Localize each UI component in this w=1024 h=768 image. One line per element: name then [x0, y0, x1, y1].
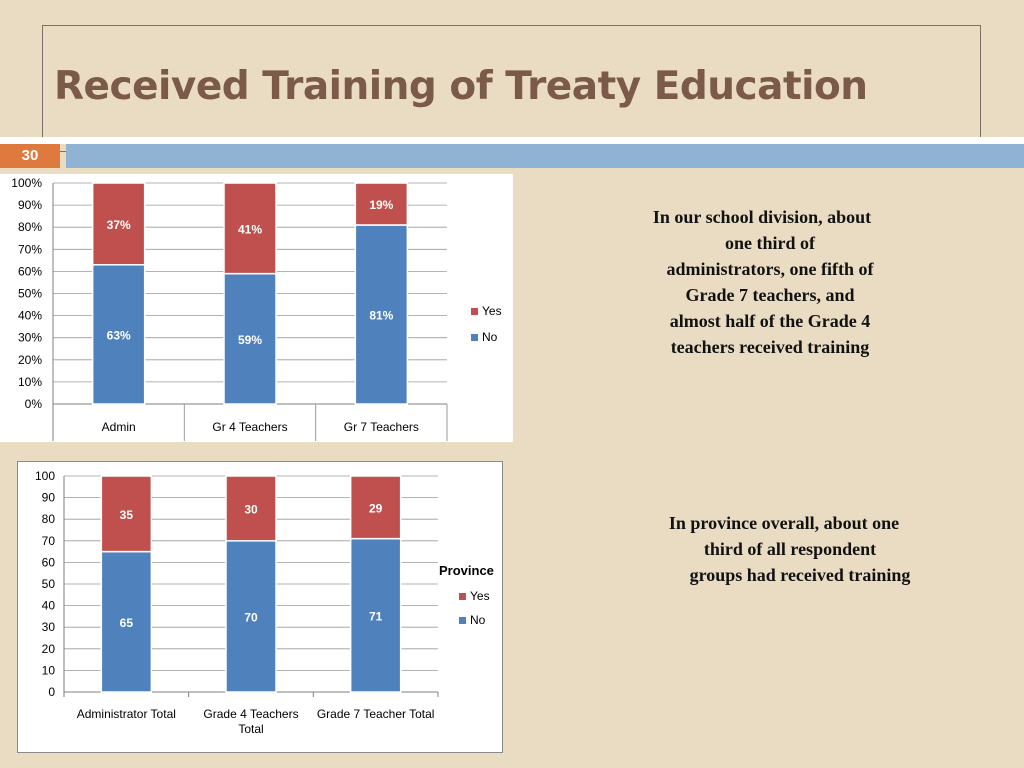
province-chart-x-tick-label: Administrator Total: [77, 707, 176, 721]
division-summary: In our school division, about one third …: [560, 204, 980, 360]
province-chart-data-label: 65: [120, 616, 134, 630]
header-band: [66, 144, 1024, 168]
division-chart-y-tick-label: 30%: [18, 331, 42, 345]
division-chart-y-tick-label: 70%: [18, 242, 42, 256]
province-chart-y-tick-label: 30: [42, 620, 56, 634]
province-chart-bar-yes: [349, 475, 402, 540]
division-chart-data-label: 81%: [369, 308, 393, 322]
header-divider: [0, 137, 1024, 144]
province-summary: In province overall, about one third of …: [580, 510, 1000, 588]
division-chart-y-tick-label: 100%: [11, 176, 42, 190]
division-chart-y-tick-label: 40%: [18, 309, 42, 323]
province-chart-x-tick-label: Total: [238, 722, 263, 736]
province-chart-y-tick-label: 50: [42, 577, 56, 591]
division-summary-line: In our school division, about: [652, 207, 872, 227]
division-chart-bar-no: [354, 224, 409, 405]
province-chart-y-tick-label: 90: [42, 491, 56, 505]
division-summary-line: almost half of the Grade 4: [669, 311, 871, 331]
province-chart-y-tick-label: 0: [48, 685, 55, 699]
division-chart-legend-swatch-no: [471, 334, 478, 341]
division-chart-legend-label: No: [482, 330, 498, 344]
province-chart-data-label: 35: [120, 508, 134, 522]
province-chart-y-tick-label: 80: [42, 512, 56, 526]
province-chart-x-tick-label: Grade 7 Teacher Total: [317, 707, 435, 721]
division-chart-bar-yes: [91, 182, 146, 266]
division-chart-data-label: 41%: [238, 222, 262, 236]
division-chart-y-tick-label: 60%: [18, 264, 42, 278]
province-summary-line: In province overall, about one: [668, 513, 900, 533]
division-chart-y-tick-label: 20%: [18, 353, 42, 367]
division-chart-y-tick-label: 50%: [18, 287, 42, 301]
division-chart-bar-yes: [354, 182, 409, 226]
province-chart-legend-swatch-no: [459, 617, 466, 624]
division-chart: 0% 10% 20% 30% 40% 50% 60% 70% 80% 90% 100% 63% 37% A…: [0, 174, 513, 442]
division-chart-legend-label: Yes: [482, 304, 502, 318]
division-chart-svg: 0% 10% 20% 30% 40% 50% 60% 70% 80% 90% 100% 63% 37% A…: [11, 176, 502, 441]
province-chart-bar-no: [225, 540, 277, 693]
province-chart-data-label: 70: [244, 610, 258, 624]
division-summary-line: Grade 7 teachers, and: [685, 285, 855, 305]
division-chart-bar-no: [223, 272, 277, 405]
province-chart-legend-swatch-yes: [459, 593, 466, 600]
province-chart-data-label: 30: [244, 502, 258, 516]
province-chart-y-tick-label: 10: [42, 663, 56, 677]
division-chart-x-tick-label: Gr 7 Teachers: [344, 420, 419, 434]
province-chart-y-tick-label: 40: [42, 599, 56, 613]
province-chart-y-tick-label: 70: [42, 534, 56, 548]
division-summary-line: administrators, one fifth of: [666, 259, 874, 279]
province-summary-line: third of all respondent: [703, 539, 877, 559]
division-chart-data-label: 63%: [107, 328, 131, 342]
province-chart-x-tick-label: Grade 4 Teachers: [203, 707, 298, 721]
province-chart-bar-yes: [100, 475, 153, 553]
division-chart-data-label: 37%: [107, 218, 131, 232]
province-chart-legend-title: Province: [439, 563, 494, 578]
slide-number: 30: [0, 144, 60, 168]
province-summary-line: groups had received training: [689, 565, 911, 585]
division-chart-x-tick-label: Gr 4 Teachers: [212, 420, 287, 434]
division-chart-y-tick-label: 90%: [18, 198, 42, 212]
division-chart-legend-swatch-yes: [471, 308, 478, 315]
division-chart-data-label: 59%: [238, 333, 262, 347]
province-chart-bar-no: [349, 537, 402, 693]
province-chart-y-tick-label: 60: [42, 555, 56, 569]
division-chart-y-tick-label: 0%: [25, 397, 43, 411]
division-chart-y-tick-label: 80%: [18, 220, 42, 234]
province-chart-data-label: 71: [369, 609, 383, 623]
province-chart-svg: 0 10 20 30 40 50 60 70 80 90 100 65 35 Administrator …: [35, 469, 494, 736]
province-chart-data-label: 29: [369, 501, 383, 515]
division-chart-bar-no: [91, 264, 146, 405]
province-chart-y-tick-label: 20: [42, 642, 56, 656]
division-summary-line: one third of: [725, 233, 815, 253]
division-chart-bar-yes: [223, 182, 277, 275]
division-chart-y-tick-label: 10%: [18, 375, 42, 389]
province-chart-bar-yes: [225, 475, 277, 542]
province-chart-y-tick-label: 100: [35, 469, 55, 483]
division-summary-line: teachers received training: [670, 337, 870, 357]
province-chart: 0 10 20 30 40 50 60 70 80 90 100 65 35 Administrator …: [17, 461, 503, 753]
slide-title: Received Training of Treaty Education: [54, 64, 868, 109]
division-chart-data-label: 19%: [369, 198, 393, 212]
province-chart-legend-label: No: [470, 613, 486, 627]
province-chart-legend-label: Yes: [470, 589, 490, 603]
division-chart-x-tick-label: Admin: [102, 420, 136, 434]
